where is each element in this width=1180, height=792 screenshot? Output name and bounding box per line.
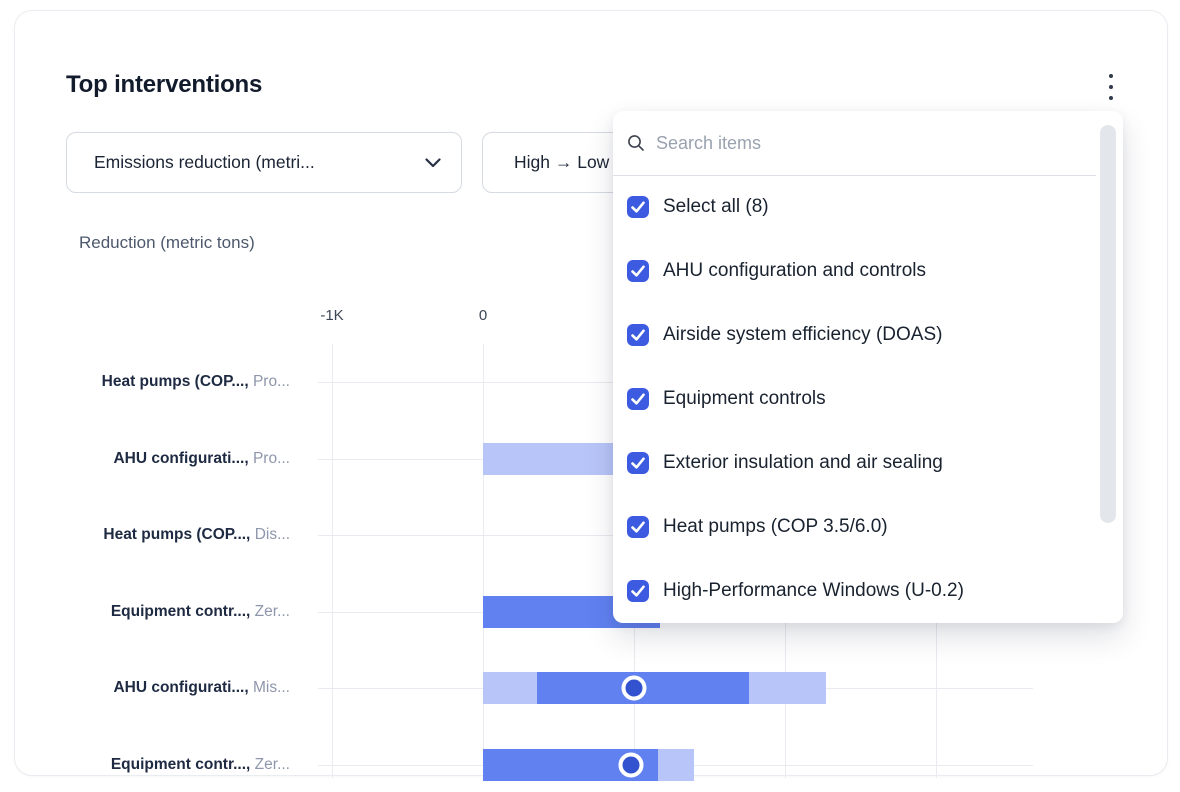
- checkbox-item[interactable]: Equipment controls: [613, 367, 1123, 431]
- kebab-vertical-icon: [1109, 85, 1113, 89]
- checkbox-item-label: Airside system efficiency (DOAS): [663, 324, 943, 345]
- y-label-secondary: Zer...: [254, 603, 290, 620]
- y-axis-label: Equipment contr..., Zer...: [20, 756, 290, 774]
- checkbox-item-label: High-Performance Windows (U-0.2): [663, 580, 964, 601]
- checkbox-checked-icon[interactable]: [627, 580, 649, 602]
- check-icon: [631, 329, 645, 341]
- checkbox-item-label: Heat pumps (COP 3.5/6.0): [663, 516, 888, 537]
- check-icon: [631, 393, 645, 405]
- checkbox-item-label: Exterior insulation and air sealing: [663, 452, 943, 473]
- y-axis-label: AHU configurati..., Mis...: [20, 679, 290, 697]
- y-axis-label: Heat pumps (COP..., Pro...: [20, 373, 290, 391]
- y-axis-label: AHU configurati..., Pro...: [20, 450, 290, 468]
- checkbox-checked-icon[interactable]: [627, 196, 649, 218]
- y-label-secondary: Dis...: [254, 526, 290, 543]
- y-axis-label: Heat pumps (COP..., Dis...: [20, 526, 290, 544]
- search-icon: [628, 135, 644, 151]
- kebab-vertical-icon: [1109, 96, 1113, 100]
- checkbox-item[interactable]: High-Performance Windows (U-0.2): [613, 559, 1123, 623]
- checkbox-item-label: Select all (8): [663, 196, 769, 217]
- search-input[interactable]: [654, 131, 1083, 155]
- y-label-primary: AHU configurati...,: [113, 450, 249, 467]
- kebab-menu-button[interactable]: [1099, 69, 1123, 105]
- marker-dot: [621, 675, 647, 701]
- bar-segment[interactable]: [748, 672, 826, 704]
- checkbox-list: Select all (8) AHU configuration and cont…: [613, 175, 1123, 623]
- y-label-secondary: Zer...: [254, 756, 290, 773]
- checkbox-item[interactable]: Heat pumps (COP 3.5/6.0): [613, 495, 1123, 559]
- checkbox-checked-icon[interactable]: [627, 260, 649, 282]
- y-axis-label: Equipment contr..., Zer...: [20, 603, 290, 621]
- checkbox-checked-icon[interactable]: [627, 516, 649, 538]
- scrollbar-thumb[interactable]: [1100, 125, 1116, 523]
- vertical-gridline: [483, 344, 484, 778]
- metric-select-label: Emissions reduction (metri...: [94, 152, 315, 172]
- y-label-primary: Equipment contr...,: [110, 756, 251, 773]
- x-tick-label: -1K: [320, 307, 344, 324]
- checkbox-item-label: AHU configuration and controls: [663, 260, 926, 281]
- check-icon: [631, 521, 645, 533]
- bar-segment[interactable]: [658, 749, 695, 781]
- checkbox-checked-icon[interactable]: [627, 324, 649, 346]
- bar-segment[interactable]: [483, 672, 538, 704]
- vertical-gridline: [332, 344, 333, 778]
- checkbox-item-label: Equipment controls: [663, 388, 826, 409]
- sort-select-label: High → Low: [514, 152, 610, 172]
- chevron-down-icon: [425, 157, 441, 167]
- filter-dropdown-panel: Select all (8) AHU configuration and cont…: [613, 111, 1123, 623]
- checkbox-checked-icon[interactable]: [627, 388, 649, 410]
- checkbox-item[interactable]: Airside system efficiency (DOAS): [613, 303, 1123, 367]
- checkbox-item[interactable]: AHU configuration and controls: [613, 239, 1123, 303]
- divider: [613, 175, 1096, 176]
- search-row: [613, 111, 1123, 175]
- y-label-secondary: Pro...: [252, 373, 290, 390]
- chart-axis-title: Reduction (metric tons): [79, 233, 255, 252]
- card-title: Top interventions: [66, 71, 263, 98]
- check-icon: [631, 201, 645, 213]
- kebab-vertical-icon: [1109, 74, 1113, 78]
- checkbox-item[interactable]: Select all (8): [613, 175, 1123, 239]
- check-icon: [631, 265, 645, 277]
- y-label-primary: Equipment contr...,: [110, 603, 251, 620]
- checkbox-item[interactable]: Exterior insulation and air sealing: [613, 431, 1123, 495]
- marker-dot: [618, 752, 644, 778]
- y-label-primary: AHU configurati...,: [113, 679, 249, 696]
- check-icon: [631, 457, 645, 469]
- y-label-secondary: Mis...: [252, 679, 290, 696]
- y-label-primary: Heat pumps (COP...,: [101, 373, 249, 390]
- checkbox-checked-icon[interactable]: [627, 452, 649, 474]
- x-tick-label: 0: [478, 307, 488, 324]
- check-icon: [631, 585, 645, 597]
- y-label-secondary: Pro...: [252, 450, 290, 467]
- metric-select[interactable]: Emissions reduction (metri...: [66, 132, 462, 193]
- y-label-primary: Heat pumps (COP...,: [103, 526, 251, 543]
